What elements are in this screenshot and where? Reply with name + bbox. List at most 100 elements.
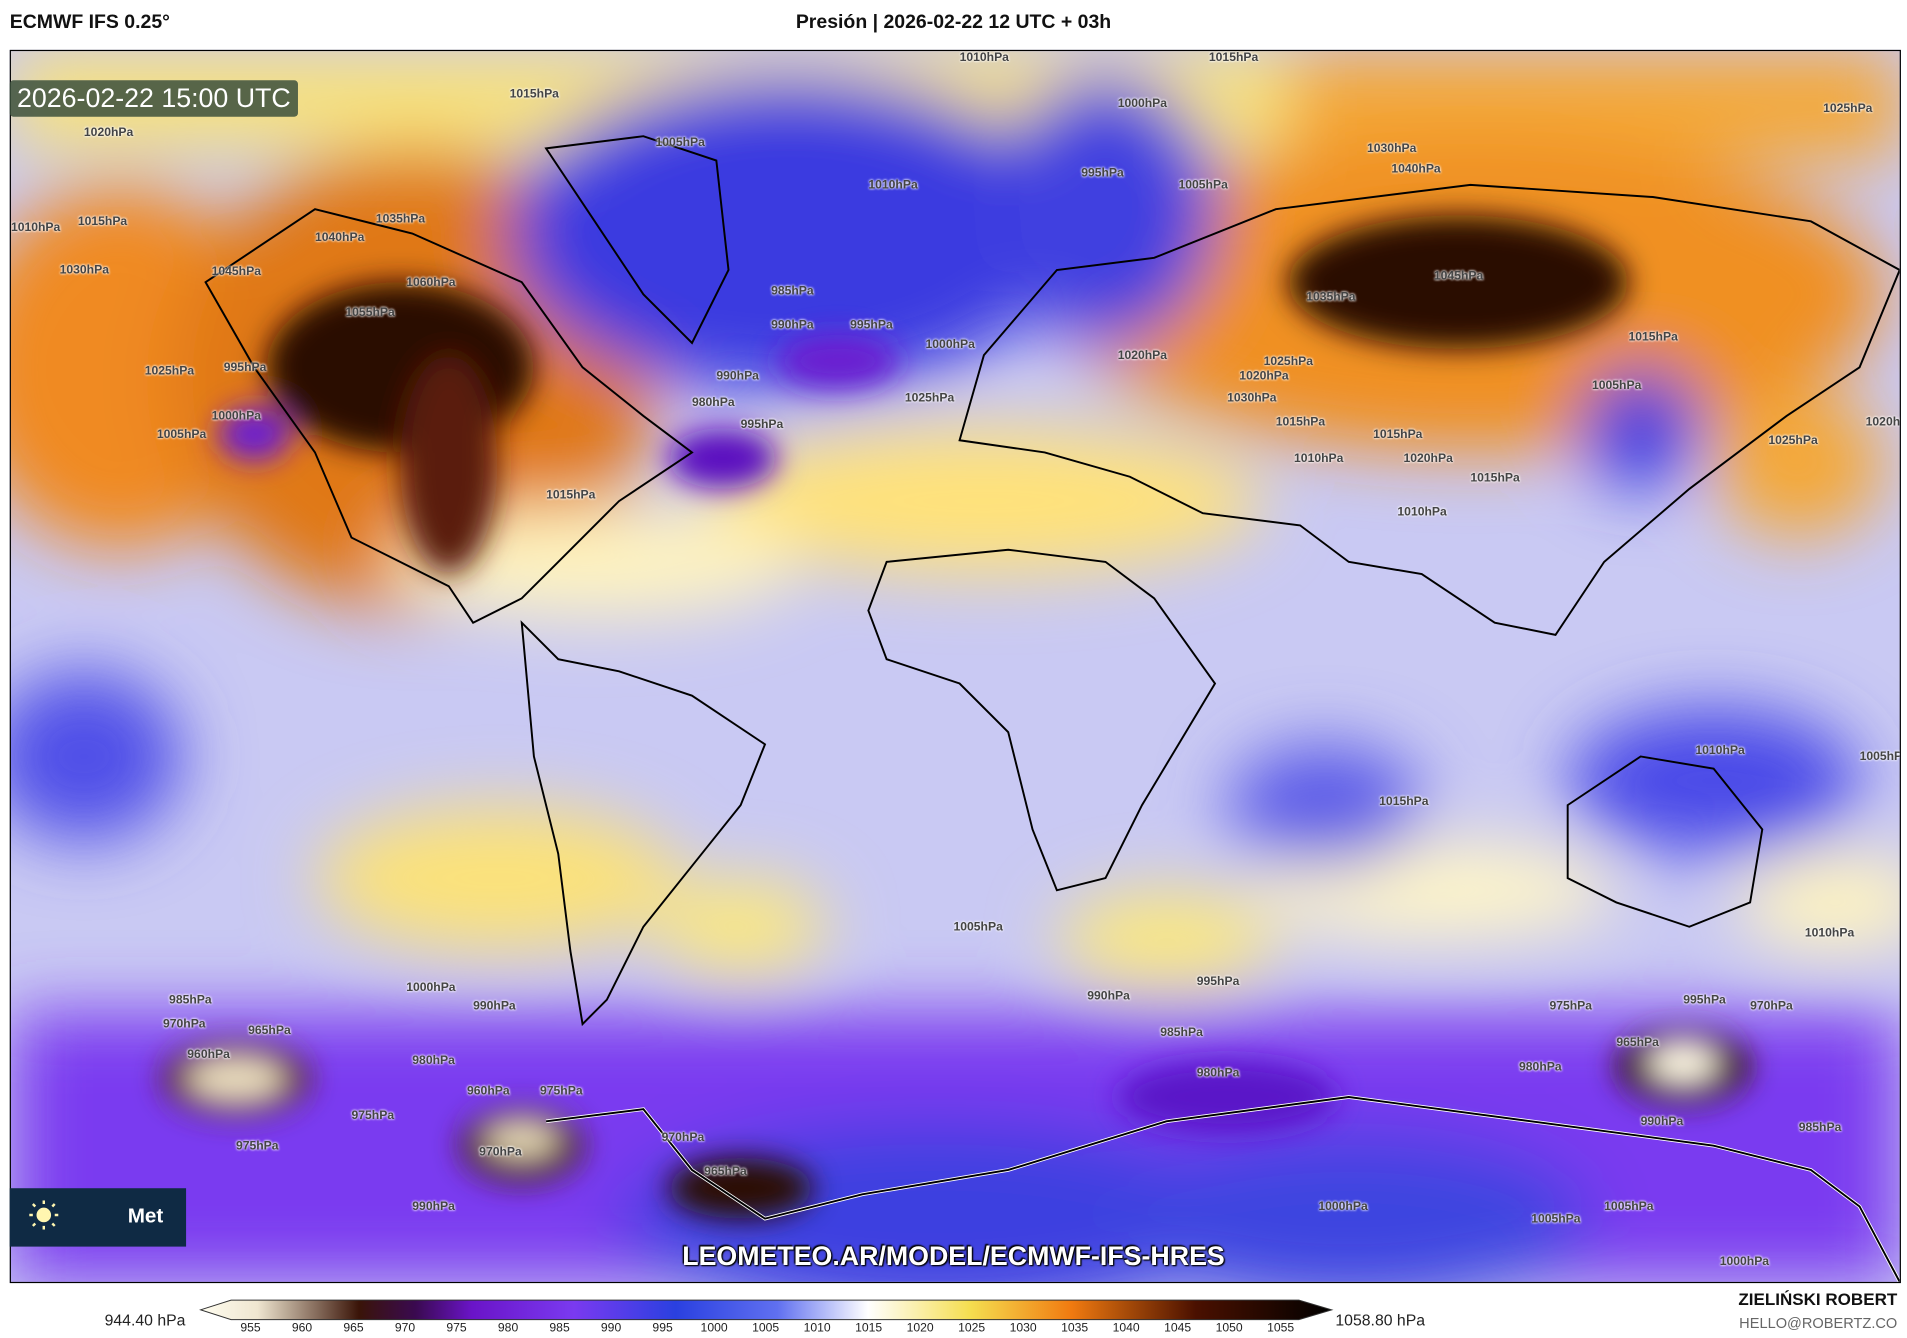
- contour-label: 1020hPa: [1403, 452, 1453, 466]
- colorbar-tick-label: 990: [600, 1322, 622, 1336]
- contour-label: 1030hPa: [1367, 142, 1417, 156]
- contour-label: 1005hPa: [1604, 1200, 1654, 1214]
- colorbar-tick-label: 1040: [1112, 1322, 1140, 1336]
- contour-label: 1030hPa: [1227, 391, 1277, 405]
- colorbar-tick-label: 960: [291, 1322, 313, 1336]
- contour-label: 1030hPa: [59, 263, 109, 278]
- pressure-map: 1010hPa 1015hPa 1015hPa 1020hPa 1005hPa 1000h…: [9, 49, 1901, 1284]
- colorbar-tick-label: 1000: [700, 1322, 728, 1336]
- contour-label: 990hPa: [716, 369, 759, 384]
- logo: Met: [9, 1188, 187, 1247]
- contour-label: 1015hPa: [1208, 51, 1259, 65]
- contour-label: 1000hPa: [925, 338, 975, 352]
- contour-label: 965hPa: [704, 1165, 747, 1179]
- sun-icon: [29, 1200, 59, 1230]
- colorbar-tick-label: 955: [240, 1322, 261, 1336]
- coastlines: [204, 135, 1900, 1282]
- contour-label: 990hPa: [1087, 989, 1130, 1004]
- colorbar-tick-label: 970: [394, 1322, 416, 1336]
- contour-label: 985hPa: [169, 993, 212, 1008]
- contour-label: 1015hPa: [1470, 471, 1520, 486]
- contour-label: 1000hPa: [406, 981, 456, 995]
- colorbar-tick-label: 985: [549, 1322, 570, 1336]
- contour-label: 995hPa: [223, 361, 267, 375]
- contour-label: 980hPa: [412, 1054, 455, 1068]
- contour-label: 1005hPa: [1859, 750, 1900, 764]
- contour-label: 975hPa: [539, 1084, 583, 1099]
- colorbar-tick-label: 1015: [855, 1322, 883, 1336]
- contour-label: 1015hPa: [509, 87, 559, 101]
- contour-label: 980hPa: [692, 396, 735, 410]
- contour-label: 990hPa: [473, 999, 516, 1014]
- contour-label: 1000hPa: [1318, 1200, 1368, 1214]
- contour-label: 980hPa: [1519, 1060, 1562, 1074]
- contour-label: 1010hPa: [1695, 744, 1745, 758]
- contour-label: 985hPa: [1160, 1026, 1203, 1040]
- contour-label: 1060hPa: [406, 276, 456, 290]
- contour-label: 960hPa: [467, 1084, 510, 1099]
- author-email: HELLO@ROBERTZ.CO: [1739, 1314, 1898, 1332]
- colorbar-tick-label: 965: [343, 1322, 364, 1336]
- contour-label: 1015hPa: [1373, 428, 1423, 442]
- contour-label: 995hPa: [1081, 166, 1124, 180]
- contour-label: 995hPa: [850, 318, 893, 333]
- colorbar-tick-label: 1030: [1009, 1322, 1037, 1336]
- contour-label: 1020hPa: [1117, 349, 1168, 363]
- valid-time-badge: 2026-02-22 15:00 UTC: [9, 80, 299, 117]
- contour-label: 990hPa: [1640, 1115, 1684, 1129]
- contour-label: 1025hPa: [1263, 355, 1314, 369]
- colorbar-tick-label: 1010: [803, 1322, 831, 1336]
- contour-label: 1015hPa: [1275, 415, 1326, 430]
- colorbar-tick-label: 975: [446, 1322, 467, 1336]
- contour-label: 1010hPa: [868, 178, 918, 193]
- contour-label: 1010hPa: [1397, 505, 1447, 520]
- contour-label: 985hPa: [1798, 1121, 1842, 1135]
- contour-label: 970hPa: [1750, 999, 1793, 1014]
- contour-label: 1005hPa: [655, 136, 705, 150]
- colorbar-tick-label: 1035: [1061, 1322, 1089, 1336]
- contour-label: 960hPa: [187, 1048, 230, 1062]
- contour-label: 1000hPa: [211, 409, 261, 424]
- contour-label: 1020hPa: [1865, 415, 1901, 430]
- contour-label: 980hPa: [1196, 1066, 1240, 1080]
- contour-label: 1035hPa: [375, 212, 426, 227]
- contour-label: 1010hPa: [10, 221, 61, 235]
- pressure-field: [10, 51, 1900, 1282]
- contour-label: 990hPa: [412, 1200, 455, 1214]
- contour-label: 985hPa: [771, 284, 814, 298]
- contour-label: 1005hPa: [156, 428, 207, 442]
- contour-label: 995hPa: [1196, 975, 1240, 989]
- logo-text: Met: [127, 1204, 164, 1228]
- colorbar-tick-label: 1055: [1267, 1322, 1295, 1336]
- contour-label: 995hPa: [1683, 993, 1726, 1008]
- contour-label: 1015hPa: [77, 215, 128, 229]
- colorbar-tick-label: 1020: [906, 1322, 934, 1336]
- contour-label: 1055hPa: [345, 306, 395, 320]
- contour-label: 1005hPa: [1178, 178, 1228, 193]
- contour-label: 1035hPa: [1306, 290, 1356, 305]
- colorbar-tick-label: 1045: [1164, 1322, 1192, 1336]
- contour-label: 1000hPa: [1719, 1255, 1770, 1269]
- colorbar-min: 944.40 hPa: [104, 1311, 186, 1330]
- contour-label: 1020hPa: [1239, 369, 1289, 384]
- model-name: ECMWF IFS 0.25°: [9, 12, 170, 33]
- contour-label: 1020hPa: [83, 126, 134, 140]
- contour-label: 1045hPa: [1433, 269, 1484, 284]
- contour-label: 965hPa: [1616, 1036, 1659, 1050]
- contour-label: 1015hPa: [1379, 795, 1429, 809]
- contour-label: 995hPa: [740, 418, 784, 432]
- contour-label: 975hPa: [351, 1109, 395, 1123]
- contour-label: 1010hPa: [1294, 452, 1344, 466]
- contour-label: 1010hPa: [959, 51, 1009, 65]
- colorbar-max: 1058.80 hPa: [1335, 1311, 1426, 1330]
- colorbar-tick-label: 980: [497, 1322, 519, 1336]
- contour-label: 1040hPa: [1391, 162, 1441, 177]
- colorbar-tick-label: 995: [652, 1322, 673, 1336]
- colorbar-tick-label: 1005: [752, 1322, 780, 1336]
- contour-label: 1015hPa: [1628, 330, 1678, 345]
- colorbar-tick-label: 1050: [1215, 1322, 1243, 1336]
- watermark-url: LEOMETEO.AR/MODEL/ECMWF-IFS-HRES: [682, 1240, 1225, 1271]
- contour-label: 1005hPa: [953, 920, 1003, 935]
- contour-label: 1000hPa: [1117, 97, 1168, 111]
